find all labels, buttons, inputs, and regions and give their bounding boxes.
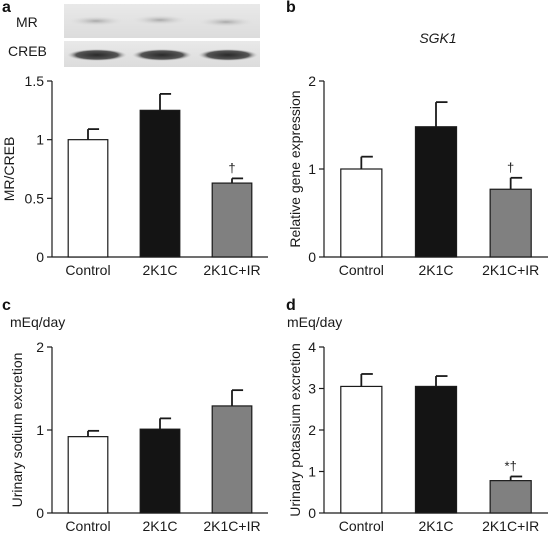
panel-letter-b: b <box>286 0 296 16</box>
x-tick-label: Control <box>339 262 384 278</box>
x-tick-label: 2K1C+IR <box>482 518 539 534</box>
blot-label-mr: MR <box>16 14 38 30</box>
x-tick-label: 2K1C <box>142 262 177 278</box>
x-tick-label: Control <box>65 262 110 278</box>
blot-mr-band <box>68 16 124 26</box>
blot-creb-band <box>198 49 258 61</box>
y-tick-label: 1 <box>36 422 44 438</box>
bar <box>211 182 253 258</box>
x-tick-label: Control <box>65 518 110 534</box>
x-tick-label: 2K1C+IR <box>203 262 260 278</box>
x-tick-label: 2K1C+IR <box>203 518 260 534</box>
blot-creb-band <box>67 49 127 61</box>
y-tick-label: 1.5 <box>25 73 45 89</box>
y-tick-label: 2 <box>36 339 44 355</box>
chart-title: SGK1 <box>419 30 456 46</box>
y-axis-label: Relative gene expression <box>287 90 303 247</box>
x-tick-label: 2K1C+IR <box>482 262 539 278</box>
bar <box>489 480 532 514</box>
x-tick-label: Control <box>339 518 384 534</box>
bar <box>67 436 109 514</box>
unit-label: mEq/day <box>287 314 342 330</box>
y-tick-label: 1 <box>308 161 316 177</box>
panel-letter-d: d <box>286 297 296 314</box>
y-tick-label: 3 <box>308 381 316 397</box>
bar <box>414 126 458 258</box>
bar <box>489 188 532 258</box>
y-tick-label: 1 <box>36 132 44 148</box>
y-tick-label: 2 <box>308 73 316 89</box>
bar <box>340 168 383 258</box>
bar <box>139 109 181 258</box>
y-axis-label: Urinary sodium excretion <box>9 353 25 508</box>
y-tick-label: 0 <box>36 505 44 521</box>
y-tick-label: 0 <box>308 505 316 521</box>
blot-mr-band <box>132 15 188 25</box>
bar <box>211 405 253 514</box>
blot-creb-band <box>132 49 192 61</box>
blot-label-creb: CREB <box>8 43 47 59</box>
y-tick-label: 4 <box>308 339 316 355</box>
significance-marker: † <box>228 160 235 175</box>
unit-label: mEq/day <box>10 314 65 330</box>
y-tick-label: 1 <box>308 464 316 480</box>
bar <box>414 385 458 514</box>
y-axis-label: MR/CREB <box>1 137 17 202</box>
y-axis-label: Urinary potassium excretion <box>287 343 303 517</box>
x-tick-label: 2K1C <box>418 518 453 534</box>
significance-marker: *† <box>505 458 517 473</box>
x-tick-label: 2K1C <box>142 518 177 534</box>
chart-panel-a: 0 0.5 1 1.5 Control 2K1C † 2K1C+IR MR/CREB <box>1 73 268 278</box>
blot-mr-band <box>198 17 254 27</box>
bar <box>139 428 181 514</box>
bar <box>67 139 109 258</box>
panel-letter-a: a <box>2 0 11 16</box>
bar <box>340 385 383 514</box>
y-tick-label: 0 <box>308 249 316 265</box>
x-tick-label: 2K1C <box>418 262 453 278</box>
chart-panel-b: 0 1 2 Control 2K1C † 2K1C+IR Relative gene expr… <box>287 30 548 278</box>
y-tick-label: 2 <box>308 422 316 438</box>
panel-letter-c: c <box>2 297 11 314</box>
significance-marker: † <box>507 160 514 175</box>
y-tick-label: 0 <box>36 249 44 265</box>
y-tick-label: 0.5 <box>25 190 45 206</box>
western-blot: MR CREB <box>8 4 260 67</box>
chart-panel-d: 0 1 2 3 4 Control 2K1C *† 2K1C+IR Urinary potassi… <box>287 314 548 534</box>
chart-panel-c: 0 1 2 Control 2K1C 2K1C+IR Urinary sodium excr… <box>9 314 268 534</box>
